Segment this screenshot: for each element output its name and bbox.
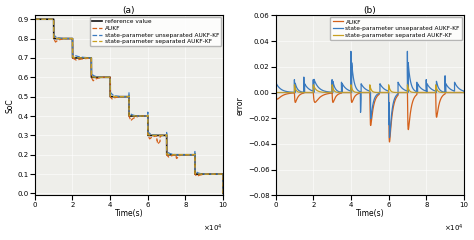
state-parameter separated AUKF-KF (408, 90, 413, 93)
AUKF (362, 91, 367, 94)
state-parameter separated AUKF-KF (208, 173, 214, 176)
reference value (121, 95, 127, 98)
Line: state-parameter separated AUKF-KF: state-parameter separated AUKF-KF (276, 85, 464, 92)
state-parameter unseparated AUKF-KF (387, 136, 392, 139)
state-parameter separated AUKF-KF (387, 87, 392, 90)
reference value (167, 153, 173, 156)
AUKF (449, 91, 455, 94)
Line: AUKF: AUKF (35, 19, 223, 193)
state-parameter separated AUKF-KF (167, 153, 173, 156)
Text: $\times10^4$: $\times10^4$ (444, 222, 464, 234)
Legend: AUKF, state-parameter unseparated AUKF-KF, state-parameter separated AUKF-KF: AUKF, state-parameter unseparated AUKF-K… (330, 17, 462, 40)
Text: $\times10^4$: $\times10^4$ (203, 222, 223, 234)
state-parameter unseparated AUKF-KF (167, 152, 173, 155)
Y-axis label: SoC: SoC (6, 98, 15, 113)
state-parameter separated AUKF-KF (449, 91, 455, 94)
state-parameter unseparated AUKF-KF (362, 87, 367, 90)
Line: AUKF: AUKF (276, 92, 464, 142)
AUKF (387, 140, 392, 143)
state-parameter unseparated AUKF-KF (153, 134, 159, 137)
state-parameter unseparated AUKF-KF (273, 81, 279, 84)
state-parameter separated AUKF-KF (362, 91, 367, 94)
state-parameter separated AUKF-KF (461, 91, 467, 94)
Title: (a): (a) (123, 6, 135, 15)
Title: (b): (b) (364, 6, 376, 15)
Line: state-parameter unseparated AUKF-KF: state-parameter unseparated AUKF-KF (35, 19, 223, 193)
reference value (146, 134, 152, 137)
AUKF (153, 135, 159, 138)
state-parameter unseparated AUKF-KF (394, 94, 400, 97)
state-parameter unseparated AUKF-KF (146, 131, 152, 134)
Line: reference value: reference value (35, 19, 223, 193)
state-parameter separated AUKF-KF (153, 134, 159, 137)
state-parameter unseparated AUKF-KF (408, 80, 413, 83)
state-parameter separated AUKF-KF (320, 91, 326, 94)
AUKF (79, 58, 84, 60)
state-parameter separated AUKF-KF (146, 133, 152, 136)
AUKF (461, 91, 467, 94)
AUKF (273, 91, 279, 94)
state-parameter unseparated AUKF-KF (461, 91, 467, 94)
state-parameter separated AUKF-KF (32, 18, 37, 21)
state-parameter unseparated AUKF-KF (387, 136, 392, 139)
state-parameter unseparated AUKF-KF (32, 18, 37, 21)
X-axis label: Time(s): Time(s) (115, 209, 143, 218)
Line: state-parameter separated AUKF-KF: state-parameter separated AUKF-KF (35, 19, 223, 193)
Legend: reference value, AUKF, state-parameter unseparated AUKF-KF, state-parameter sepa: reference value, AUKF, state-parameter u… (90, 17, 221, 47)
state-parameter separated AUKF-KF (273, 91, 279, 94)
state-parameter unseparated AUKF-KF (449, 89, 455, 91)
AUKF (167, 155, 173, 158)
state-parameter separated AUKF-KF (121, 95, 127, 98)
AUKF (146, 136, 152, 138)
reference value (153, 134, 159, 137)
state-parameter unseparated AUKF-KF (220, 192, 226, 195)
state-parameter unseparated AUKF-KF (208, 173, 214, 176)
reference value (220, 192, 226, 195)
AUKF (220, 192, 226, 195)
state-parameter separated AUKF-KF (79, 56, 84, 59)
state-parameter separated AUKF-KF (292, 83, 297, 86)
AUKF (394, 96, 400, 99)
AUKF (32, 18, 37, 21)
state-parameter separated AUKF-KF (220, 192, 226, 195)
AUKF (408, 111, 413, 114)
state-parameter unseparated AUKF-KF (320, 89, 326, 92)
state-parameter unseparated AUKF-KF (79, 56, 84, 59)
AUKF (387, 141, 392, 144)
AUKF (320, 94, 326, 97)
Y-axis label: error: error (236, 96, 245, 115)
AUKF (121, 95, 127, 98)
X-axis label: Time(s): Time(s) (356, 209, 384, 218)
AUKF (208, 173, 214, 176)
state-parameter unseparated AUKF-KF (121, 95, 127, 98)
reference value (208, 173, 214, 176)
state-parameter unseparated AUKF-KF (348, 50, 354, 53)
reference value (32, 18, 37, 21)
reference value (79, 56, 84, 59)
Line: state-parameter unseparated AUKF-KF: state-parameter unseparated AUKF-KF (276, 51, 464, 138)
state-parameter separated AUKF-KF (394, 91, 400, 94)
